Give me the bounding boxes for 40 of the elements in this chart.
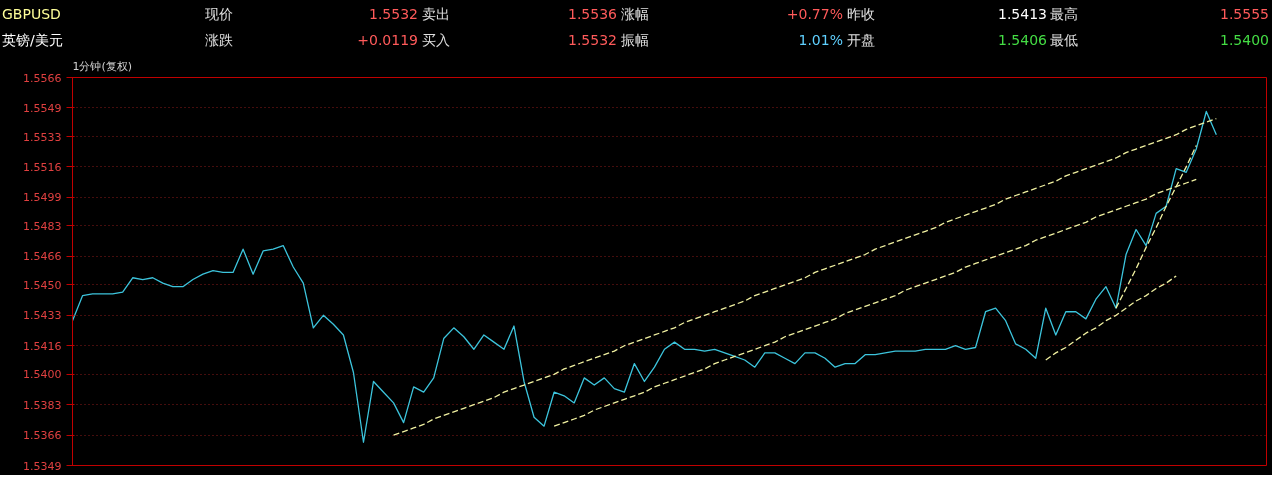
text: 开盘	[847, 31, 875, 50]
y-tick-label: 1.5450	[23, 278, 62, 292]
y-tick-label: 1.5433	[23, 309, 62, 323]
y-tick-label: 1.5549	[23, 101, 62, 115]
text: 1.5400	[1220, 31, 1269, 50]
chart-subtitle: 英镑/美元	[2, 31, 63, 50]
text: +0.0119	[357, 31, 418, 50]
line-series	[72, 110, 1217, 443]
text: 1.5536	[568, 5, 617, 24]
y-tick-label: 1.5566	[23, 71, 62, 85]
y-tick-label: 1.5349	[23, 459, 62, 473]
text: 1.5406	[998, 31, 1047, 50]
line-series	[1045, 275, 1177, 361]
text: 昨收	[847, 5, 875, 24]
y-tick-label: 1.5400	[23, 368, 62, 382]
y-tick-label: 1.5366	[23, 429, 62, 443]
text: 最高	[1050, 5, 1078, 24]
text: 现价	[205, 5, 233, 24]
text: 最低	[1050, 31, 1078, 50]
y-tick-label: 1.5533	[23, 130, 62, 144]
text: 涨跌	[205, 31, 233, 50]
y-tick-label: 1.5516	[23, 160, 62, 174]
text: 买入	[422, 31, 450, 50]
y-tick-label: 1.5499	[23, 191, 62, 205]
y-tick-label: 1.5483	[23, 219, 62, 233]
text: 1分钟(复权)	[72, 59, 133, 73]
text: 1.5532	[369, 5, 418, 24]
line-series	[392, 117, 1217, 436]
y-tick-label: 1.5383	[23, 398, 62, 412]
text: 1.5413	[998, 5, 1047, 24]
text: 涨幅	[621, 5, 649, 24]
y-tick-label: 1.5466	[23, 250, 62, 264]
text: 卖出	[422, 5, 450, 24]
text: 振幅	[621, 31, 649, 50]
y-tick-label: 1.5416	[23, 339, 62, 353]
text: +0.77%	[786, 5, 843, 24]
text: 1.5555	[1220, 5, 1269, 24]
chart-title: GBPUSD	[2, 5, 61, 24]
text: 1.01%	[798, 31, 843, 50]
text: 1.5532	[568, 31, 617, 50]
